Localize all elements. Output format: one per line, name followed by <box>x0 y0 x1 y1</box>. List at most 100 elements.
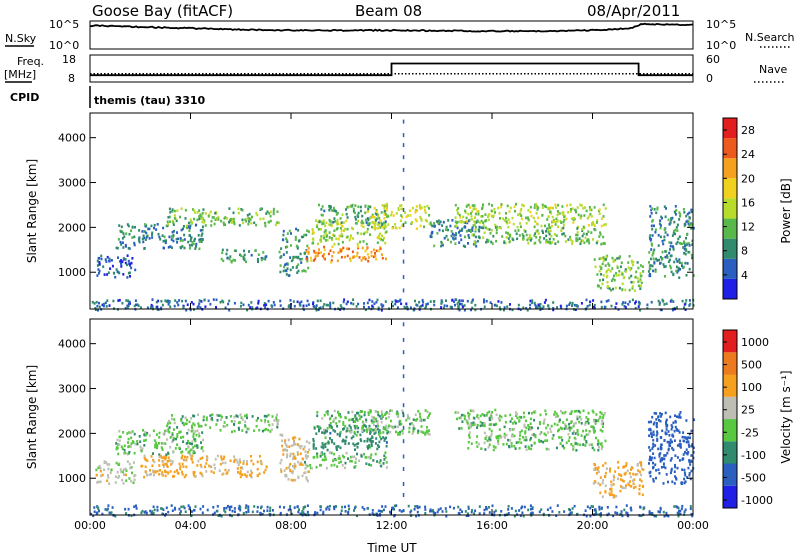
power-cell-1506 <box>687 242 690 245</box>
velocity-cell-515 <box>184 416 187 420</box>
power-cell-1130 <box>481 206 484 209</box>
velocity-cell-1278 <box>502 443 505 446</box>
velocity-cell-1808 <box>626 512 629 515</box>
velocity-cell-2171 <box>367 507 370 510</box>
power-cell-630 <box>333 242 336 246</box>
colorbar-swatch <box>723 258 737 279</box>
power-cell-1412 <box>615 274 618 277</box>
velocity-cell-561 <box>294 464 297 468</box>
velocity-cell-762 <box>312 447 315 450</box>
power-cell-842 <box>438 228 441 232</box>
velocity-cell-1255 <box>529 428 532 431</box>
velocity-cell-1529 <box>617 477 620 481</box>
power-cell-1128 <box>556 213 559 217</box>
velocity-cell-1735 <box>687 440 690 444</box>
velocity-cell-1717 <box>650 432 653 435</box>
power-cell-1556 <box>647 270 650 273</box>
power-cell-1877 <box>125 299 128 302</box>
power-cell-1321 <box>582 225 585 229</box>
power-cell-480 <box>362 256 365 260</box>
velocity-cell-742 <box>352 442 355 446</box>
velocity-cell-1694 <box>685 436 688 440</box>
power-cell-739 <box>348 205 351 209</box>
power-cell-775 <box>420 217 423 220</box>
velocity-cell-749 <box>348 424 351 428</box>
velocity-cell-1541 <box>669 459 672 462</box>
velocity-cell-1556 <box>687 436 690 439</box>
power-cell-1377 <box>641 265 644 269</box>
velocity-cell-1706 <box>670 467 673 471</box>
velocity-cell-1351 <box>488 439 491 442</box>
velocity-cell-955 <box>396 410 399 414</box>
power-cell-1540 <box>664 215 667 219</box>
velocity-cell-810 <box>338 434 341 438</box>
power-cell-1155 <box>579 203 582 207</box>
velocity-cell-139 <box>167 451 170 455</box>
velocity-cell-1179 <box>491 411 494 414</box>
power-cell-91 <box>169 245 172 248</box>
velocity-cell-671 <box>328 451 331 454</box>
velocity-cell-852 <box>356 411 359 415</box>
power-cell-158 <box>126 223 129 226</box>
power-cell-1969 <box>160 299 163 303</box>
velocity-cell-2093 <box>571 507 574 510</box>
power-cell-214 <box>200 213 203 217</box>
velocity-cell-1083 <box>520 416 523 419</box>
power-cell-147 <box>127 224 130 228</box>
velocity-cell-1699 <box>664 432 667 436</box>
power-cell-251 <box>168 215 171 219</box>
velocity-cell-480 <box>246 427 249 431</box>
velocity-cell-1291 <box>492 445 495 448</box>
power-cell-399 <box>301 269 304 273</box>
velocity-cell-200 <box>130 436 133 440</box>
velocity-cell-1489 <box>604 475 607 478</box>
power-cell-140 <box>194 247 197 251</box>
power-cell-443 <box>295 227 298 231</box>
velocity-cell-872 <box>367 411 370 414</box>
power-cell-1349 <box>606 269 609 273</box>
power-cell-115 <box>143 236 146 240</box>
velocity-cell-296 <box>160 472 163 476</box>
velocity-cell-794 <box>359 438 362 441</box>
power-cell-1451 <box>653 208 656 211</box>
velocity-cell-1155 <box>534 411 537 415</box>
velocity-cell-1940 <box>302 506 305 509</box>
velocity-cell-1561 <box>682 431 685 434</box>
power-cell-1575 <box>670 254 673 258</box>
power-cell-137 <box>189 224 192 228</box>
velocity-cell-1323 <box>470 442 473 446</box>
power-cell-1097 <box>525 216 528 220</box>
velocity-cell-1170 <box>518 415 521 419</box>
power-cell-18 <box>100 254 103 258</box>
velocity-cell-15 <box>133 474 136 478</box>
power-cell-1123 <box>470 218 473 221</box>
power-cell-518 <box>367 256 370 259</box>
power-cell-1173 <box>485 226 488 230</box>
power-cell-1516 <box>673 210 676 214</box>
velocity-cell-2101 <box>259 511 262 515</box>
power-cell-513 <box>348 247 351 251</box>
power-cell-1923 <box>559 304 562 308</box>
power-cell-646 <box>323 236 326 240</box>
velocity-cell-1754 <box>680 482 683 486</box>
power-cell-794 <box>373 223 376 227</box>
velocity-cell-1723 <box>654 463 657 467</box>
velocity-cell-1033 <box>407 416 410 420</box>
power-cell-384 <box>306 259 309 263</box>
power-cell-134 <box>181 239 184 242</box>
velocity-cell-1053 <box>490 429 493 433</box>
velocity-cell-2180 <box>202 505 205 508</box>
xtick-label: 00:00 <box>677 519 709 532</box>
velocity-cell-2060 <box>483 508 486 512</box>
power-cell-1640 <box>666 233 669 237</box>
power-cell-1807 <box>380 309 383 312</box>
velocity-cell-1116 <box>511 422 514 425</box>
power-cell-1821 <box>440 302 443 305</box>
power-cell-639 <box>326 239 329 242</box>
power-cell-1766 <box>371 304 374 308</box>
velocity-cell-1337 <box>519 434 522 437</box>
power-cell-1908 <box>463 308 466 312</box>
power-cell-433 <box>282 233 285 237</box>
velocity-cell-1132 <box>578 420 581 424</box>
power-cell-1238 <box>580 241 583 244</box>
